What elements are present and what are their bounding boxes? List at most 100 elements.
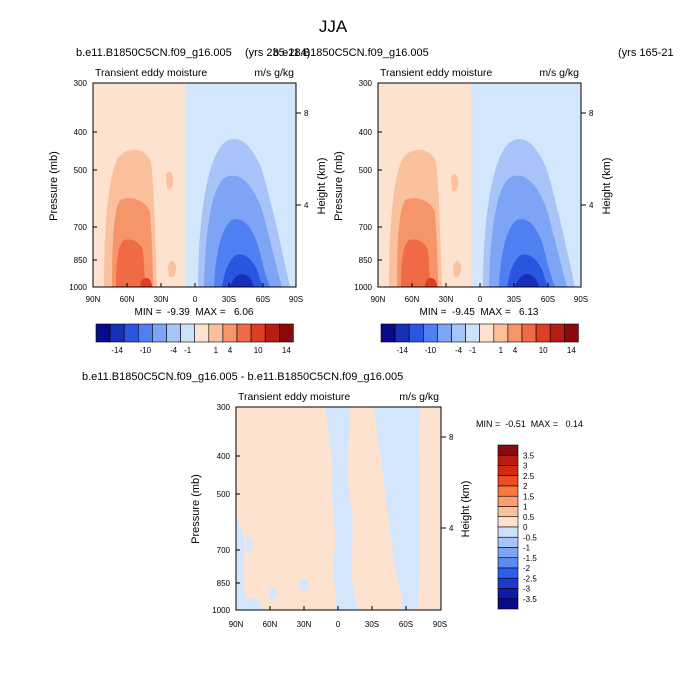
panel-b-ytick-500: 500 <box>359 166 373 175</box>
panel-b-colorbar-label: 4 <box>513 346 518 355</box>
panel-b-xtick-60n: 60N <box>405 295 420 304</box>
panel-a-xtick-0: 0 <box>193 295 198 304</box>
panel-a-stats: MIN = -9.39 MAX = 6.06 <box>135 307 254 318</box>
panel-a-y2tick-8: 8 <box>304 109 309 118</box>
panel-b-colorbar-swatch <box>394 323 410 343</box>
panel-c-ytick-500: 500 <box>217 490 231 499</box>
panel-b: (yrs 165-21 Transient eddy moisture m/s … <box>333 47 674 355</box>
panel-b-colorbar-labels: -14 -10 -4 -1 1 4 10 14 <box>396 346 576 355</box>
panel-c-colorbar-label: 0 <box>523 523 528 532</box>
panel-c-title: b.e11.B1850C5CN.f09_g16.005 - b.e11.B185… <box>82 371 403 383</box>
panel-b-colorbar-label: -14 <box>396 346 408 355</box>
panel-b-xticks: 90N 60N 30N 0 30S 60S 90S <box>371 295 588 304</box>
panel-a-colorbar-swatch <box>109 323 125 343</box>
panel-c-xtick-30n: 30N <box>297 620 312 629</box>
panel-c-colorbar-swatch <box>497 475 519 487</box>
panel-a-xtick-90s: 90S <box>289 295 303 304</box>
panel-a-colorbar-swatch <box>278 323 294 343</box>
panel-c-colorbar-swatch <box>497 506 519 518</box>
panel-a-y2tick-4: 4 <box>304 201 309 210</box>
panel-b-xtick-30n: 30N <box>439 295 454 304</box>
panel-b-colorbar-swatch <box>549 323 565 343</box>
panel-c-ylabel-right: Height (km) <box>460 481 472 538</box>
panel-a-colorbar-swatch <box>123 323 139 343</box>
panel-c-y2tick-8: 8 <box>449 433 454 442</box>
panel-b-ytick-850: 850 <box>359 256 373 265</box>
panel-c-colorbar-label: -1 <box>523 544 531 553</box>
panel-c-y2ticks: 8 4 <box>449 433 454 533</box>
panel-a-xticks: 90N 60N 30N 0 30S 60S 90S <box>86 295 303 304</box>
panel-c-field <box>236 407 441 610</box>
panel-b-colorbar-swatch <box>479 323 495 343</box>
panel-a-colorbar-swatch <box>152 323 167 343</box>
panel-c-colorbar-label: 2 <box>523 482 528 491</box>
panel-b-ytick-1000: 1000 <box>354 283 372 292</box>
panel-b-colorbar-label: 14 <box>567 346 576 355</box>
panel-c-xtick-60n: 60N <box>263 620 278 629</box>
panel-b-field <box>378 83 581 287</box>
panel-a-xtick-30n: 30N <box>154 295 169 304</box>
panel-c-colorbar-swatch <box>497 598 519 610</box>
panel-c-colorbar-swatch <box>497 454 519 466</box>
panel-b-xtick-0: 0 <box>478 295 483 304</box>
panel-a-ytick-1000: 1000 <box>69 283 87 292</box>
panel-b-ylabel-right: Height (km) <box>601 158 613 215</box>
panel-a-colorbar-swatch <box>95 323 111 343</box>
panel-c-ytick-1000: 1000 <box>212 606 230 615</box>
panel-b-subtitle: Transient eddy moisture <box>380 67 492 79</box>
panel-b-xtick-60s: 60S <box>541 295 555 304</box>
panel-c-units: m/s g/kg <box>399 391 439 403</box>
panel-a-colorbar-swatch <box>138 323 153 343</box>
panel-a-y2ticks: 8 4 <box>304 109 309 210</box>
panel-c-xtick-60s: 60S <box>399 620 413 629</box>
panel-b-y2tick-8: 8 <box>589 109 594 118</box>
panel-c: b.e11.B1850C5CN.f09_g16.005 - b.e11.B185… <box>82 371 583 629</box>
panel-c-xtick-0: 0 <box>336 620 341 629</box>
panel-a-colorbar-label: 10 <box>254 346 263 355</box>
panel-b-colorbar-swatch <box>521 323 537 343</box>
panel-b-ytick-700: 700 <box>359 223 373 232</box>
panel-b-stats: MIN = -9.45 MAX = 6.13 <box>420 307 539 318</box>
panel-a-xtick-30s: 30S <box>222 295 236 304</box>
panel-c-colorbar <box>497 444 519 610</box>
panel-b-xtick-90n: 90N <box>371 295 386 304</box>
panel-a-colorbar-label: -1 <box>184 346 192 355</box>
panel-b-colorbar <box>380 323 579 343</box>
panel-a-colorbar-swatch <box>236 323 252 343</box>
panel-a: b.e11.B1850C5CN.f09_g16.005 (yrs 235-284… <box>48 47 429 355</box>
panel-a-subtitle: Transient eddy moisture <box>95 67 207 79</box>
panel-a-ytick-850: 850 <box>74 256 88 265</box>
panel-a-overlap-title: b.e11.B1850C5CN.f09_g16.005 <box>273 47 429 59</box>
panel-a-colorbar-swatch <box>194 323 210 343</box>
panel-a-xtick-90n: 90N <box>86 295 101 304</box>
panel-b-ytick-400: 400 <box>359 128 373 137</box>
panel-a-ytick-700: 700 <box>74 223 88 232</box>
panel-c-colorbar-swatch <box>497 465 519 477</box>
panel-c-colorbar-label: -3.5 <box>523 595 537 604</box>
panel-c-ytick-700: 700 <box>217 546 231 555</box>
panel-a-colorbar-swatch <box>166 323 181 343</box>
panel-a-colorbar-swatch <box>222 323 238 343</box>
panel-a-ylabel-right: Height (km) <box>316 158 328 215</box>
panel-a-colorbar-label: 4 <box>228 346 233 355</box>
panel-b-ylabel: Pressure (mb) <box>333 151 345 221</box>
panel-c-colorbar-swatch <box>497 536 519 548</box>
panel-a-ytick-300: 300 <box>74 79 88 88</box>
panel-b-y2tick-4: 4 <box>589 201 594 210</box>
panel-c-xtick-90s: 90S <box>433 620 447 629</box>
panel-a-colorbar-label: 14 <box>282 346 291 355</box>
panel-a-left-title: b.e11.B1850C5CN.f09_g16.005 <box>76 47 232 59</box>
panel-a-colorbar-labels: -14 -10 -4 -1 1 4 10 14 <box>111 346 291 355</box>
panel-b-colorbar-label: -4 <box>455 346 463 355</box>
panel-c-ylabel: Pressure (mb) <box>190 474 202 544</box>
panel-a-units: m/s g/kg <box>254 67 294 79</box>
panel-b-units: m/s g/kg <box>539 67 579 79</box>
panel-c-colorbar-swatch <box>497 444 519 456</box>
panel-b-colorbar-label: -1 <box>469 346 477 355</box>
panel-c-colorbar-label: 0.5 <box>523 513 535 522</box>
panel-c-colorbar-label: -2.5 <box>523 574 537 583</box>
panel-c-colorbar-swatch <box>497 516 519 528</box>
panel-c-ytick-400: 400 <box>217 452 231 461</box>
panel-c-colorbar-swatch <box>497 577 519 589</box>
